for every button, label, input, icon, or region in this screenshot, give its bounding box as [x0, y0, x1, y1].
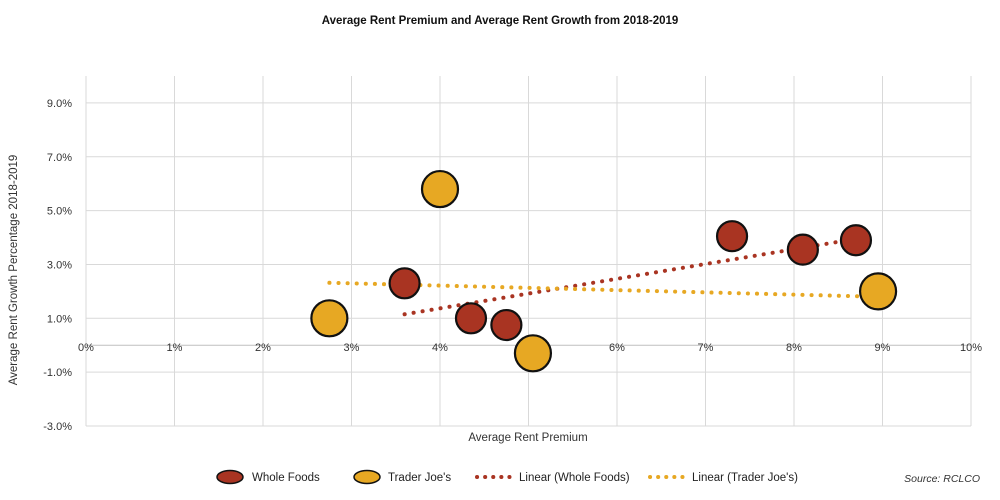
gridlines	[85, 76, 972, 427]
trendline-linear-whole-foods	[402, 236, 858, 317]
source-note: Source: RCLCO	[904, 473, 980, 485]
legend-label-linear-whole-foods: Linear (Whole Foods)	[519, 472, 630, 484]
y-tick-label: 9.0%	[47, 98, 72, 110]
whole-foods-point	[454, 302, 488, 335]
legend-label-linear-trader-joe-s: Linear (Trader Joe's)	[692, 472, 798, 484]
y-tick-label: 1.0%	[47, 313, 72, 325]
trendline-linear-trader-joe-s	[327, 280, 881, 299]
y-axis-label: Average Rent Growth Percentage 2018-2019	[8, 155, 20, 386]
trader-joe-s-point	[513, 334, 553, 373]
x-axis-label: Average Rent Premium	[468, 432, 587, 444]
x-tick-label: 10%	[960, 342, 982, 354]
data-points	[310, 169, 898, 373]
legend: Whole Foods Trader Joe's Linear (Whole Foo…	[216, 469, 798, 485]
x-tick-label: 1%	[167, 342, 183, 354]
legend-label-whole-foods: Whole Foods	[252, 472, 320, 484]
trader-joe-s-point	[420, 169, 460, 209]
x-tick-label: 2%	[255, 342, 271, 354]
whole-foods-point	[715, 220, 749, 253]
y-tick-label: -3.0%	[43, 421, 72, 433]
whole-foods-point	[388, 267, 421, 300]
y-tick-label: 3.0%	[47, 259, 72, 271]
x-tick-label: 4%	[432, 342, 448, 354]
chart-title: Average Rent Premium and Average Rent Gr…	[322, 15, 679, 27]
x-tick-label: 3%	[344, 342, 360, 354]
x-tick-label: 0%	[78, 342, 94, 354]
x-tick-label: 9%	[875, 342, 891, 354]
legend-label-trader-joe-s: Trader Joe's	[388, 472, 451, 484]
y-tick-label: 7.0%	[47, 152, 72, 164]
x-tick-label: 8%	[786, 342, 802, 354]
x-tick-label: 6%	[609, 342, 625, 354]
legend-marker-whole-foods	[216, 469, 244, 485]
whole-foods-point	[839, 224, 873, 257]
x-tick-label: 7%	[698, 342, 714, 354]
legend-marker-trader-joe-s	[353, 469, 381, 485]
whole-foods-point	[786, 233, 819, 266]
trendlines	[327, 236, 881, 317]
trader-joe-s-point	[858, 272, 898, 311]
y-tick-label: 5.0%	[47, 206, 72, 218]
y-tick-label: -1.0%	[43, 367, 72, 379]
trader-joe-s-point	[310, 299, 349, 338]
whole-foods-point	[490, 308, 523, 342]
y-tick-labels: -3.0% -1.0% 1.0% 3.0% 5.0% 7.0% 9.0%	[43, 98, 72, 433]
